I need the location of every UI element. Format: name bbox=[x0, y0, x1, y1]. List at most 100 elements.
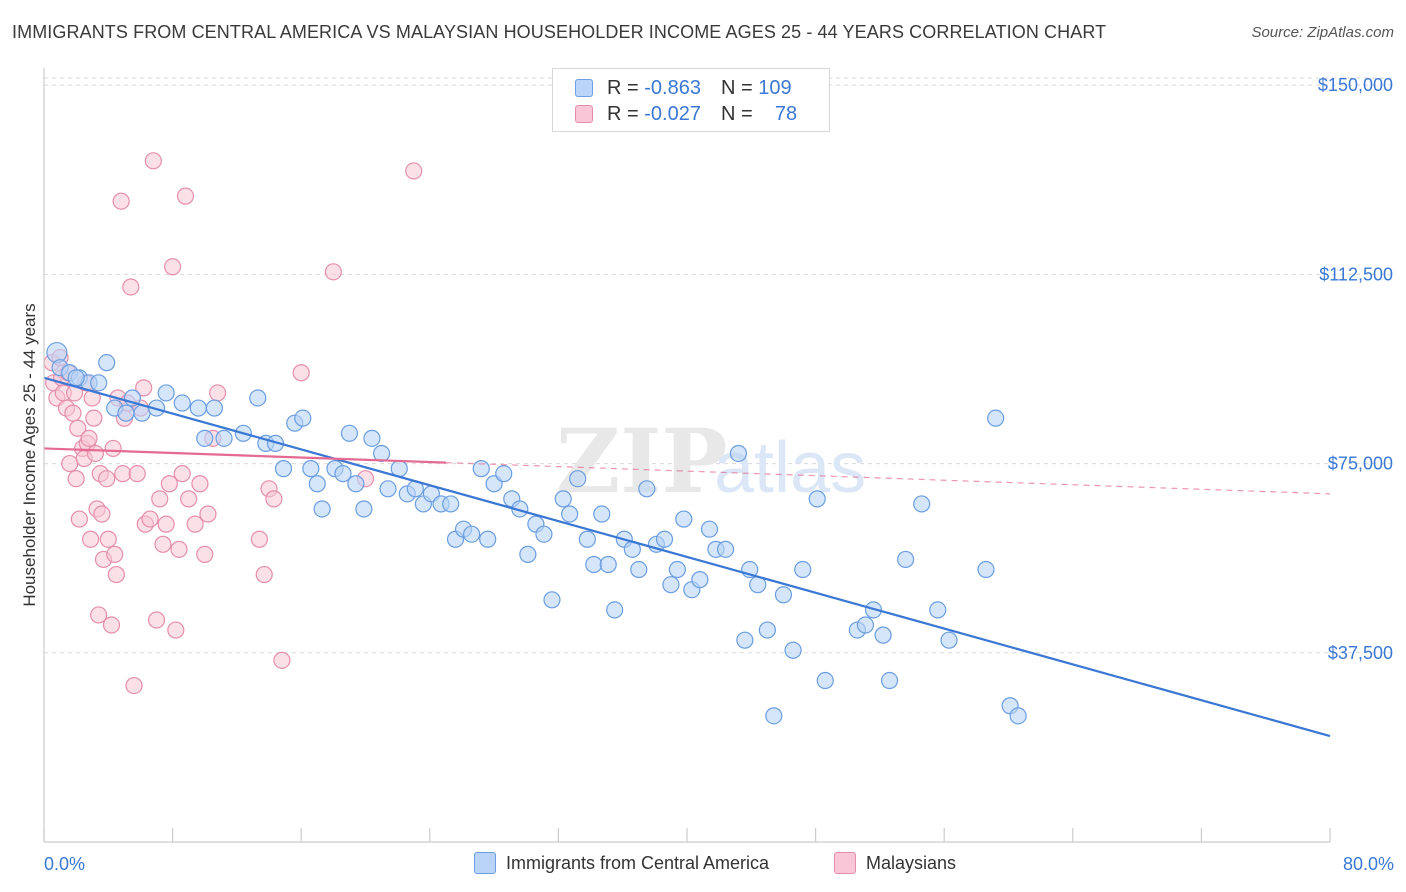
malaysians-point bbox=[250, 530, 269, 548]
malaysians-point bbox=[209, 384, 227, 402]
source-label: Source: ZipAtlas.com bbox=[1251, 24, 1394, 41]
malaysians-point bbox=[86, 444, 105, 463]
central-america-point bbox=[249, 389, 267, 407]
malaysians-trendline-extension bbox=[445, 462, 1331, 495]
central-america-point bbox=[675, 510, 693, 528]
central-america-point bbox=[379, 480, 397, 498]
malaysians-point bbox=[292, 364, 310, 382]
malaysians-point bbox=[112, 192, 130, 210]
central-america-point bbox=[929, 601, 947, 619]
malaysians-point bbox=[191, 475, 209, 493]
legend-n-value: 78 bbox=[774, 102, 798, 125]
malaysians-point bbox=[85, 409, 103, 427]
malaysians-trendline bbox=[43, 447, 446, 464]
central-america-point bbox=[599, 555, 617, 574]
central-america-point bbox=[294, 409, 312, 427]
malaysians-point bbox=[99, 530, 117, 548]
x-tick-label: 80.0% bbox=[1343, 854, 1394, 874]
central-america-point bbox=[442, 495, 460, 513]
malaysians-point bbox=[160, 475, 178, 493]
y-tick-label: $37,500 bbox=[1328, 643, 1393, 663]
central-america-point bbox=[913, 495, 931, 513]
central-america-point bbox=[874, 626, 892, 644]
malaysians-point bbox=[114, 465, 132, 483]
central-america-point bbox=[758, 621, 776, 639]
central-america-point bbox=[716, 540, 735, 558]
central-america-point bbox=[543, 591, 561, 609]
malaysians-point bbox=[196, 545, 214, 563]
central-america-point bbox=[340, 424, 359, 442]
central-america-point bbox=[117, 404, 135, 422]
legend-item-central-america[interactable]: Immigrants from Central America bbox=[474, 852, 769, 874]
legend-swatch-pink bbox=[834, 852, 856, 874]
central-america-point bbox=[700, 520, 719, 538]
malaysians-point bbox=[273, 651, 291, 669]
central-america-point bbox=[662, 576, 680, 594]
malaysians-point bbox=[106, 545, 124, 563]
central-america-trendline bbox=[43, 376, 1331, 738]
central-america-point bbox=[347, 475, 365, 493]
malaysians-point bbox=[102, 616, 121, 634]
central-america-point bbox=[554, 490, 572, 508]
central-america-point bbox=[355, 500, 373, 518]
legend-n-value: 109 bbox=[758, 76, 792, 99]
malaysians-point bbox=[164, 258, 182, 276]
malaysians-point bbox=[67, 470, 85, 488]
legend-item-malaysians[interactable]: Malaysians bbox=[834, 852, 956, 874]
malaysians-point bbox=[157, 515, 175, 533]
series-legend: Immigrants from Central America Malaysia… bbox=[0, 852, 1406, 876]
malaysians-point bbox=[135, 379, 153, 397]
malaysians-point bbox=[128, 465, 146, 483]
legend-r-label: R = bbox=[607, 76, 639, 99]
central-america-point bbox=[157, 384, 175, 402]
central-america-point bbox=[1009, 707, 1027, 725]
legend-r-label: R = bbox=[607, 102, 639, 125]
central-america-point bbox=[189, 399, 207, 417]
central-america-point bbox=[90, 374, 108, 392]
central-america-point bbox=[765, 707, 783, 725]
legend-r-value: -0.027 bbox=[644, 102, 701, 125]
svg-text:atlas: atlas bbox=[714, 428, 866, 508]
central-america-point bbox=[98, 354, 116, 372]
malaysians-point bbox=[104, 439, 122, 458]
malaysians-point bbox=[93, 505, 111, 523]
central-america-point bbox=[334, 465, 352, 483]
central-america-point bbox=[313, 500, 331, 518]
malaysians-point bbox=[80, 429, 98, 447]
central-america-point bbox=[856, 616, 875, 634]
central-america-point bbox=[472, 460, 490, 478]
y-tick-label: $75,000 bbox=[1328, 454, 1393, 474]
malaysians-point bbox=[147, 611, 166, 629]
central-america-point bbox=[593, 505, 611, 523]
legend-n-label: N = bbox=[720, 102, 753, 125]
central-america-point bbox=[668, 560, 686, 579]
malaysians-point bbox=[107, 565, 125, 584]
legend-r-value: -0.863 bbox=[644, 76, 701, 99]
malaysians-point bbox=[265, 490, 283, 508]
malaysians-point bbox=[324, 263, 342, 281]
malaysians-point bbox=[98, 470, 116, 488]
central-america-point bbox=[462, 525, 481, 543]
malaysians-point bbox=[141, 510, 159, 528]
central-america-point bbox=[774, 586, 793, 604]
malaysians-point bbox=[69, 419, 87, 437]
malaysians-point bbox=[82, 530, 100, 548]
central-america-point bbox=[561, 505, 579, 523]
central-america-point bbox=[736, 631, 754, 649]
central-america-point bbox=[196, 429, 214, 447]
central-america-point bbox=[519, 545, 537, 563]
central-america-point bbox=[897, 550, 915, 569]
central-america-point bbox=[67, 369, 85, 387]
central-america-point bbox=[606, 601, 624, 619]
y-tick-label: $150,000 bbox=[1318, 75, 1393, 95]
central-america-point bbox=[363, 429, 381, 447]
malaysians-point bbox=[90, 606, 108, 624]
central-america-point bbox=[655, 530, 674, 548]
malaysians-point bbox=[173, 465, 191, 483]
central-america-point bbox=[940, 631, 958, 649]
malaysians-point bbox=[199, 505, 217, 523]
central-america-point bbox=[535, 525, 553, 543]
central-america-point bbox=[569, 470, 587, 488]
malaysians-point bbox=[122, 278, 140, 296]
malaysians-point bbox=[70, 510, 88, 528]
